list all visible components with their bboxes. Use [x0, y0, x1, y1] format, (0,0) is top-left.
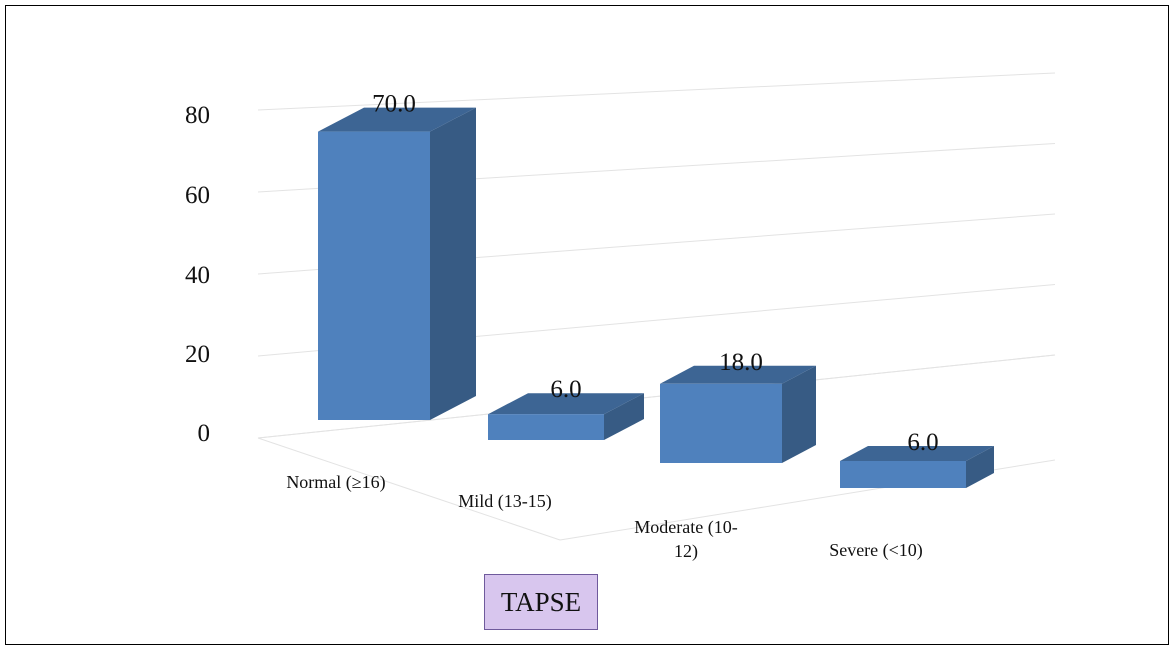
x-tick-label: Moderate (10-12): [634, 517, 737, 562]
bar-front: [488, 414, 604, 440]
bar-4: [840, 446, 994, 488]
bar-side: [782, 365, 816, 463]
floor-back-line: [257, 354, 1056, 439]
bar-front: [318, 131, 430, 420]
bar-top: [488, 393, 644, 415]
y-tick-label: 0: [198, 420, 211, 447]
data-label: 6.0: [550, 376, 581, 403]
x-tick-label: Normal (≥16): [286, 472, 385, 493]
bar-2: [488, 393, 644, 440]
x-tick-label: Mild (13-15): [458, 491, 552, 512]
bar-3: [660, 365, 816, 463]
bar-top: [660, 365, 816, 384]
tapse-chart: 0 20 40 60 80 70.0 6.0 18.0 6.0 Normal (≥16) Mil…: [185, 72, 1056, 562]
legend-label: TAPSE: [500, 586, 582, 617]
data-label: 70.0: [372, 91, 416, 118]
bar-top: [840, 446, 994, 461]
bar-side: [430, 107, 476, 420]
gridline: [257, 72, 1056, 111]
bar-1: [318, 107, 476, 420]
bar-side: [966, 446, 994, 488]
data-label: 18.0: [719, 349, 763, 376]
bar-top: [318, 107, 476, 132]
bar-front: [660, 383, 782, 463]
y-tick-label: 40: [185, 262, 210, 289]
bar-side: [604, 393, 644, 440]
legend-tapse: TAPSE: [484, 574, 598, 630]
y-tick-label: 20: [185, 341, 210, 368]
data-label: 6.0: [907, 429, 938, 456]
y-tick-label: 60: [185, 182, 210, 209]
x-tick-label: Severe (<10): [829, 540, 923, 561]
y-tick-label: 80: [185, 102, 210, 129]
bar-front: [840, 461, 966, 488]
floor-left-line: [257, 437, 561, 541]
